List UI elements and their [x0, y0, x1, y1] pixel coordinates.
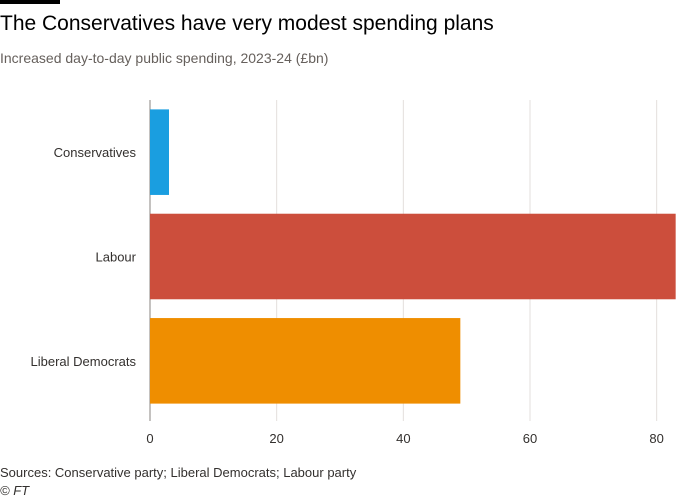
bar-conservatives	[150, 109, 169, 195]
x-tick-label: 20	[269, 431, 283, 446]
credit-note: © FT	[0, 483, 30, 498]
x-tick-labels: 0 20 40 60 80	[146, 431, 664, 446]
category-label: Labour	[96, 250, 137, 265]
chart-subtitle: Increased day-to-day public spending, 20…	[0, 50, 329, 66]
bar-labour	[150, 213, 676, 300]
category-labels: Conservatives Labour Liberal Democrats	[31, 145, 137, 369]
bars	[150, 109, 676, 404]
source-note: Sources: Conservative party; Liberal Dem…	[0, 465, 357, 480]
x-tick-label: 0	[146, 431, 153, 446]
x-tick-label: 60	[523, 431, 537, 446]
chart-title: The Conservatives have very modest spend…	[0, 12, 494, 35]
category-label: Liberal Democrats	[31, 354, 137, 369]
x-tick-label: 40	[396, 431, 410, 446]
bar-liberal-democrats	[150, 318, 461, 404]
bar-chart: Conservatives Labour Liberal Democrats 0 20…	[31, 100, 676, 446]
x-tick-label: 80	[649, 431, 663, 446]
category-label: Conservatives	[54, 145, 137, 160]
brand-bar	[0, 0, 60, 4]
